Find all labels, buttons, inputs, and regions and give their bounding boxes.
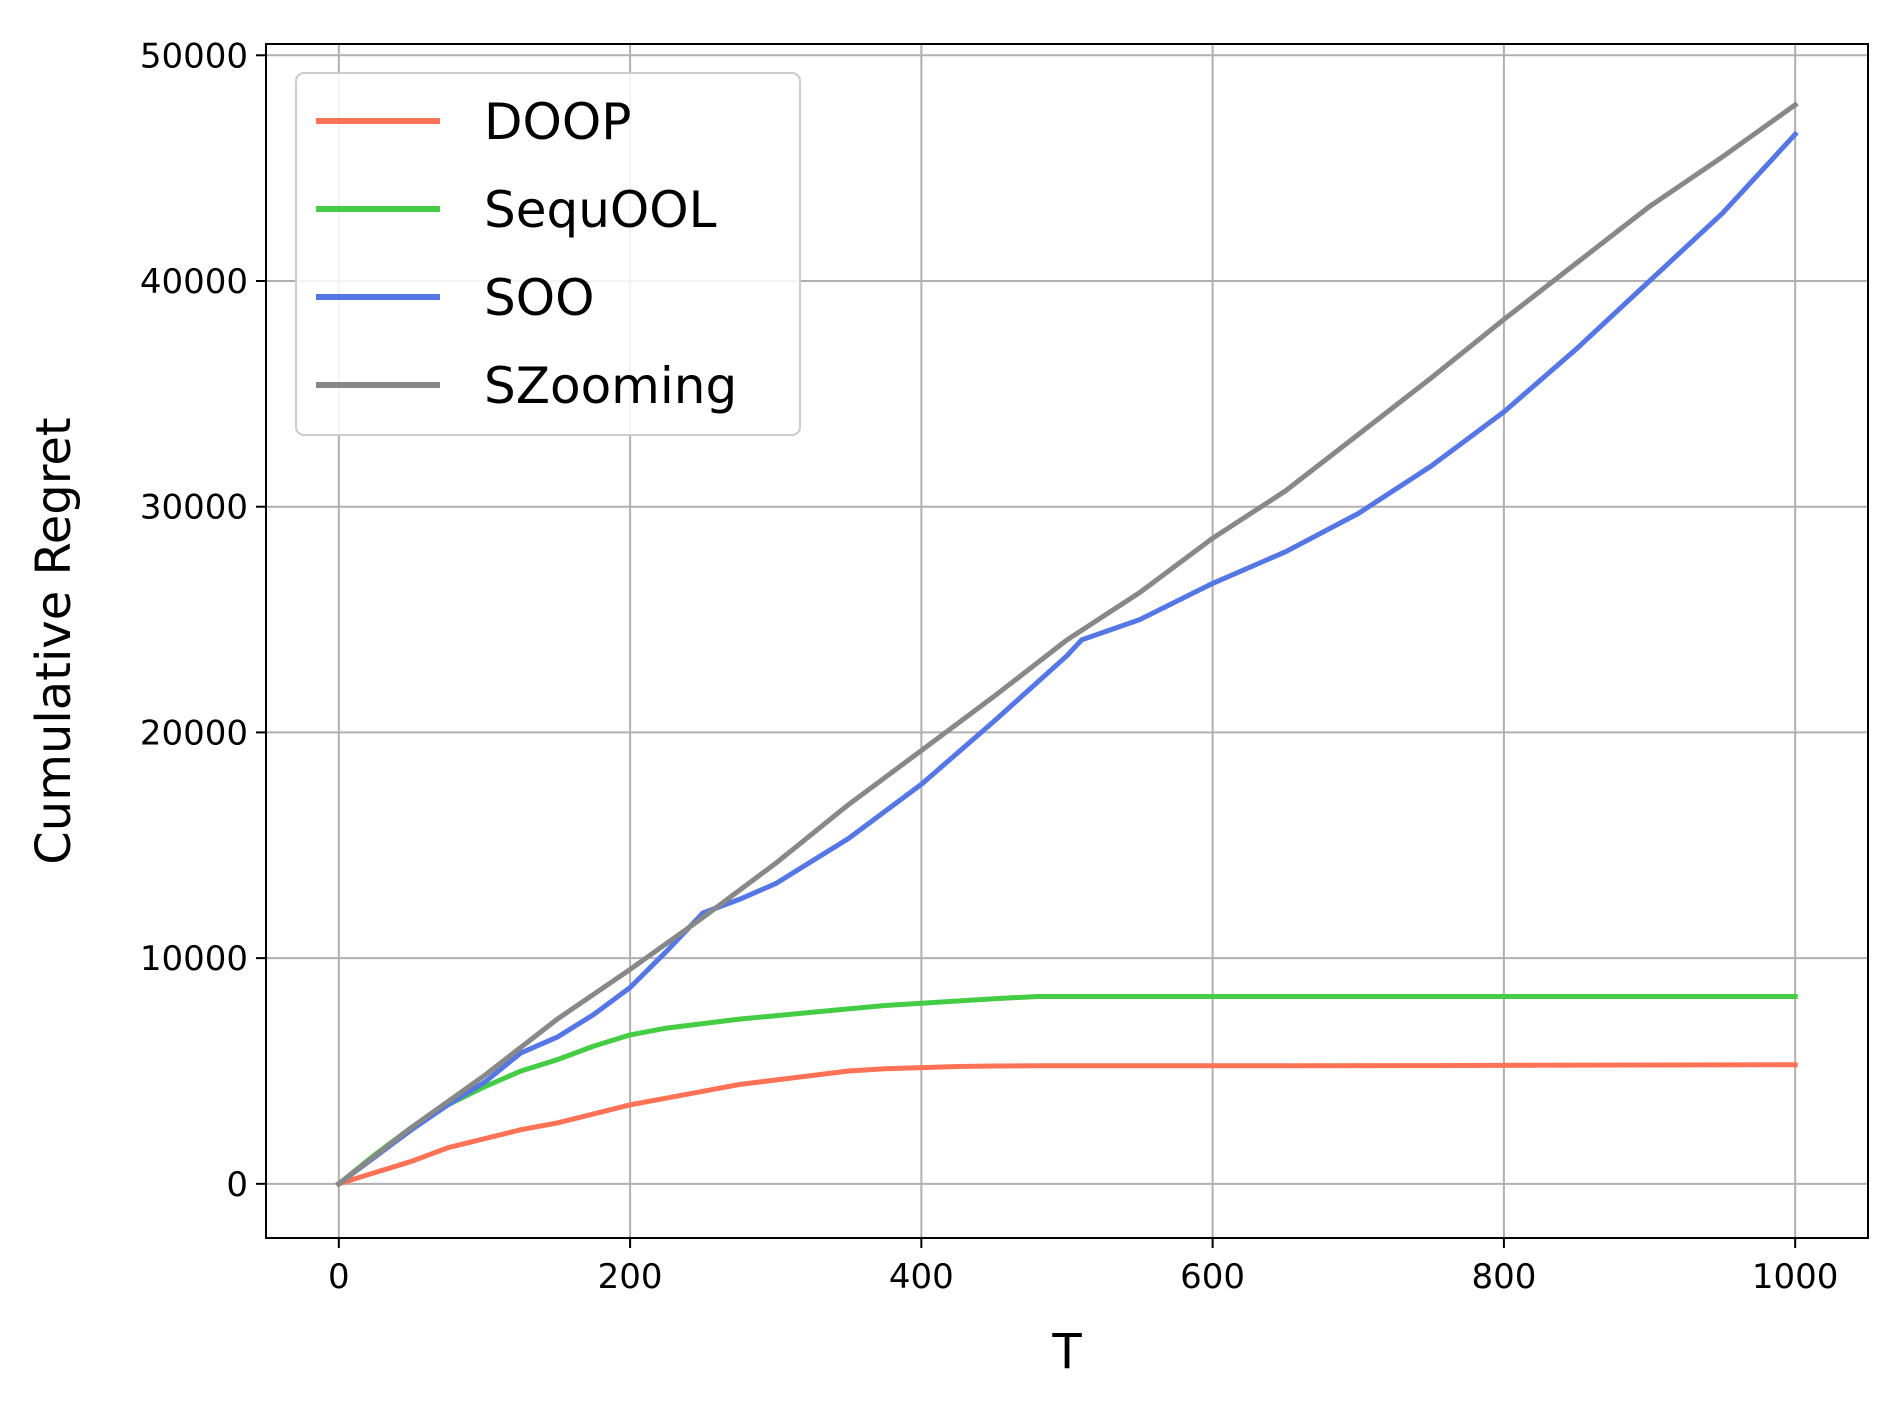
series-line-doop [335,1062,1798,1187]
legend-label-doop: DOOP [484,93,631,151]
plot-frame [265,43,1869,1239]
x-tick-label: 1000 [1752,1257,1839,1297]
series-line-soo [335,130,1799,1188]
y-tick-label: 50000 [140,36,248,76]
legend-label-soo: SOO [484,269,594,327]
x-tick-label: 200 [598,1257,663,1297]
series-line-sequool [335,994,1798,1188]
y-axis-label: Cumulative Regret [26,417,82,864]
x-tick-label: 600 [1180,1257,1245,1297]
y-tick-label: 40000 [140,262,248,302]
series-lines [335,101,1799,1188]
x-tick-label: 0 [328,1257,350,1297]
legend-label-sequool: SequOOL [484,181,717,239]
legend: DOOP SequOOL SOO SZooming [295,72,801,436]
y-tick-label: 20000 [140,713,248,753]
legend-box [295,72,801,436]
axis-ticks: 0 200 400 600 800 100001000020000300004000050… [140,36,1839,1297]
x-axis-label: T [1051,1324,1082,1380]
legend-label-szooming: SZooming [484,357,737,415]
y-tick-label: 30000 [140,488,248,528]
y-tick-label: 0 [226,1165,248,1205]
x-tick-label: 400 [889,1257,954,1297]
y-tick-label: 10000 [140,939,248,979]
series-line-szooming [335,101,1799,1188]
x-tick-label: 800 [1471,1257,1536,1297]
